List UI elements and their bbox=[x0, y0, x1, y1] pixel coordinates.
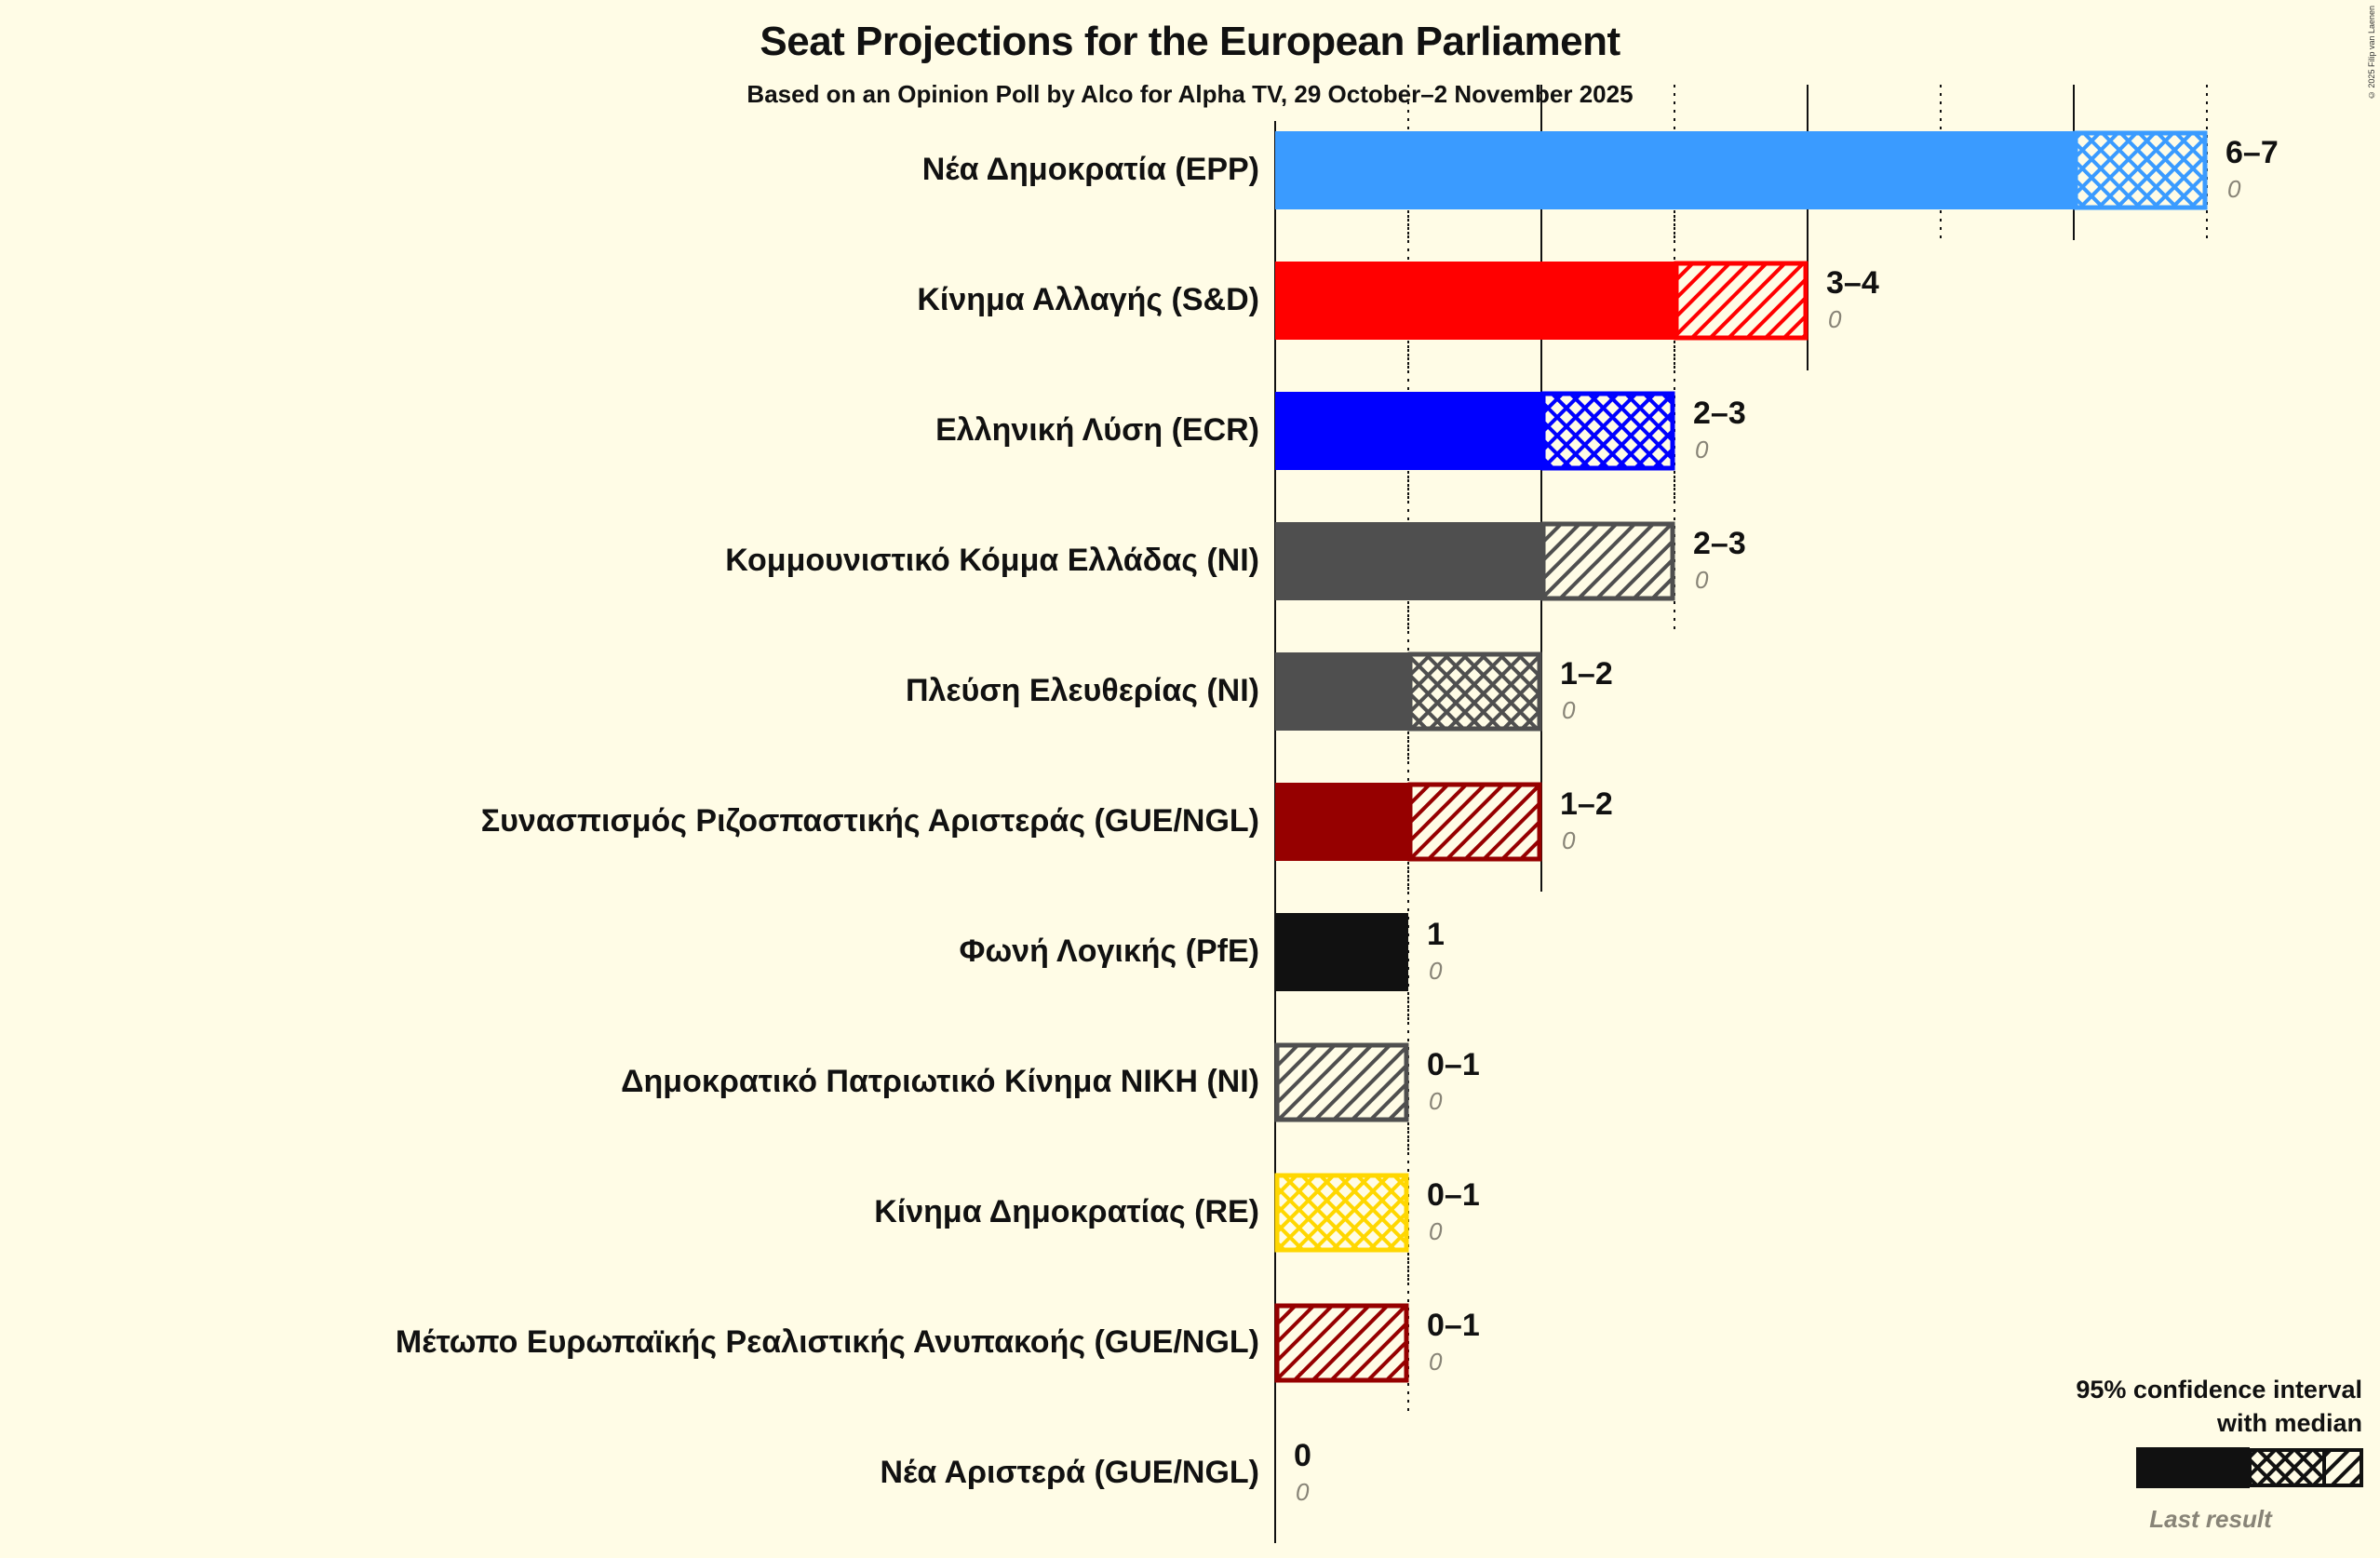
last-result-label: 0 bbox=[1562, 826, 1576, 854]
range-label: 0–1 bbox=[1427, 1047, 1480, 1082]
bar-ci-median bbox=[2076, 133, 2205, 208]
bar-ci-outline bbox=[1540, 391, 1675, 471]
chart-subtitle: Based on an Opinion Poll by Alco for Alp… bbox=[746, 80, 1634, 108]
bar-ci-median bbox=[1410, 654, 1540, 729]
last-result-label: 0 bbox=[1828, 305, 1842, 333]
party-label: Δημοκρατικό Πατριωτικό Κίνημα ΝΙΚΗ (NI) bbox=[621, 1064, 1259, 1099]
bar-ci-outline bbox=[1274, 1303, 1409, 1383]
chart-title: Seat Projections for the European Parlia… bbox=[760, 19, 1620, 64]
bar-ci-outline bbox=[1674, 261, 1809, 341]
party-label: Νέα Δημοκρατία (EPP) bbox=[921, 152, 1259, 187]
bars bbox=[1274, 130, 2208, 1383]
bar-row bbox=[1275, 913, 1408, 991]
range-label: 6–7 bbox=[2225, 135, 2279, 170]
last-result-label: 0 bbox=[1562, 696, 1576, 724]
legend-swatch bbox=[2136, 1447, 2363, 1488]
bar-ci-median bbox=[1277, 1175, 1406, 1250]
legend-title-line2: with median bbox=[2216, 1409, 2362, 1437]
bar-ci-upper bbox=[1410, 785, 1540, 859]
bar-ci-upper bbox=[1543, 524, 1673, 598]
range-label: 1–2 bbox=[1560, 786, 1613, 822]
party-label: Νέα Αριστερά (GUE/NGL) bbox=[880, 1455, 1259, 1490]
party-label: Μέτωπο Ευρωπαϊκής Ρεαλιστικής Ανυπακοής … bbox=[395, 1324, 1259, 1360]
range-label: 2–3 bbox=[1693, 396, 1746, 431]
party-label: Συνασπισμός Ριζοσπαστικής Αριστεράς (GUE… bbox=[480, 803, 1259, 839]
bar-solid bbox=[1275, 131, 2074, 209]
bar-solid bbox=[1275, 392, 1541, 470]
bar-ci-outline bbox=[1407, 782, 1542, 862]
range-label: 1 bbox=[1427, 917, 1445, 952]
party-label: Κομμουνιστικό Κόμμα Ελλάδας (NI) bbox=[725, 543, 1259, 578]
last-result-label: 0 bbox=[1429, 957, 1443, 985]
range-label: 0–1 bbox=[1427, 1308, 1480, 1343]
range-label: 2–3 bbox=[1693, 526, 1746, 561]
legend-hatch bbox=[2322, 1448, 2363, 1487]
last-result-label: 0 bbox=[1695, 436, 1709, 463]
last-result-label: 0 bbox=[1429, 1217, 1443, 1245]
bar-ci-upper bbox=[1277, 1045, 1406, 1120]
legend-title-line1: 95% confidence interval bbox=[2076, 1376, 2362, 1404]
bar-ci-outline bbox=[2073, 130, 2208, 210]
bar-solid bbox=[1275, 262, 1674, 340]
bar-ci-upper bbox=[1277, 1306, 1406, 1380]
legend-title: 95% confidence interval with median bbox=[2076, 1373, 2362, 1440]
bar-solid bbox=[1275, 652, 1408, 731]
range-label: 1–2 bbox=[1560, 656, 1613, 692]
last-result-label: 0 bbox=[1429, 1348, 1443, 1376]
range-label: 0–1 bbox=[1427, 1177, 1480, 1213]
bar-row bbox=[1274, 1042, 1409, 1122]
bar-row bbox=[1275, 782, 1542, 862]
party-label: Πλεύση Ελευθερίας (NI) bbox=[905, 673, 1259, 708]
bar-row bbox=[1275, 261, 1809, 341]
bar-row bbox=[1275, 130, 2208, 210]
bar-solid bbox=[1275, 783, 1408, 861]
bar-ci-outline bbox=[1274, 1173, 1409, 1253]
party-label: Κίνημα Δημοκρατίας (RE) bbox=[874, 1194, 1259, 1229]
legend-solid bbox=[2136, 1447, 2250, 1488]
legend-crosshatch bbox=[2248, 1448, 2326, 1487]
bar-ci-median bbox=[1543, 394, 1673, 468]
bar-row bbox=[1275, 521, 1675, 601]
bar-row bbox=[1274, 1303, 1409, 1383]
party-label: Ελληνική Λύση (ECR) bbox=[935, 412, 1259, 448]
last-result-label: 0 bbox=[2227, 175, 2241, 203]
bar-row bbox=[1274, 1173, 1409, 1253]
bar-row bbox=[1275, 651, 1542, 732]
last-result-label: 0 bbox=[1695, 566, 1709, 594]
bar-ci-outline bbox=[1274, 1042, 1409, 1122]
bar-ci-outline bbox=[1540, 521, 1675, 601]
range-label: 3–4 bbox=[1826, 265, 1879, 301]
last-result-label: 0 bbox=[1429, 1087, 1443, 1115]
party-label: Φωνή Λογικής (PfE) bbox=[959, 933, 1259, 969]
bar-solid bbox=[1275, 913, 1408, 991]
bar-ci-upper bbox=[1676, 263, 1806, 338]
bar-ci-outline bbox=[1407, 651, 1542, 732]
range-label: 0 bbox=[1294, 1438, 1311, 1473]
legend-last-result-label: Last result bbox=[2149, 1505, 2272, 1533]
bar-row bbox=[1275, 391, 1675, 471]
bar-solid bbox=[1275, 522, 1541, 600]
last-result-label: 0 bbox=[1296, 1478, 1310, 1506]
party-label: Κίνημα Αλλαγής (S&D) bbox=[917, 282, 1259, 317]
